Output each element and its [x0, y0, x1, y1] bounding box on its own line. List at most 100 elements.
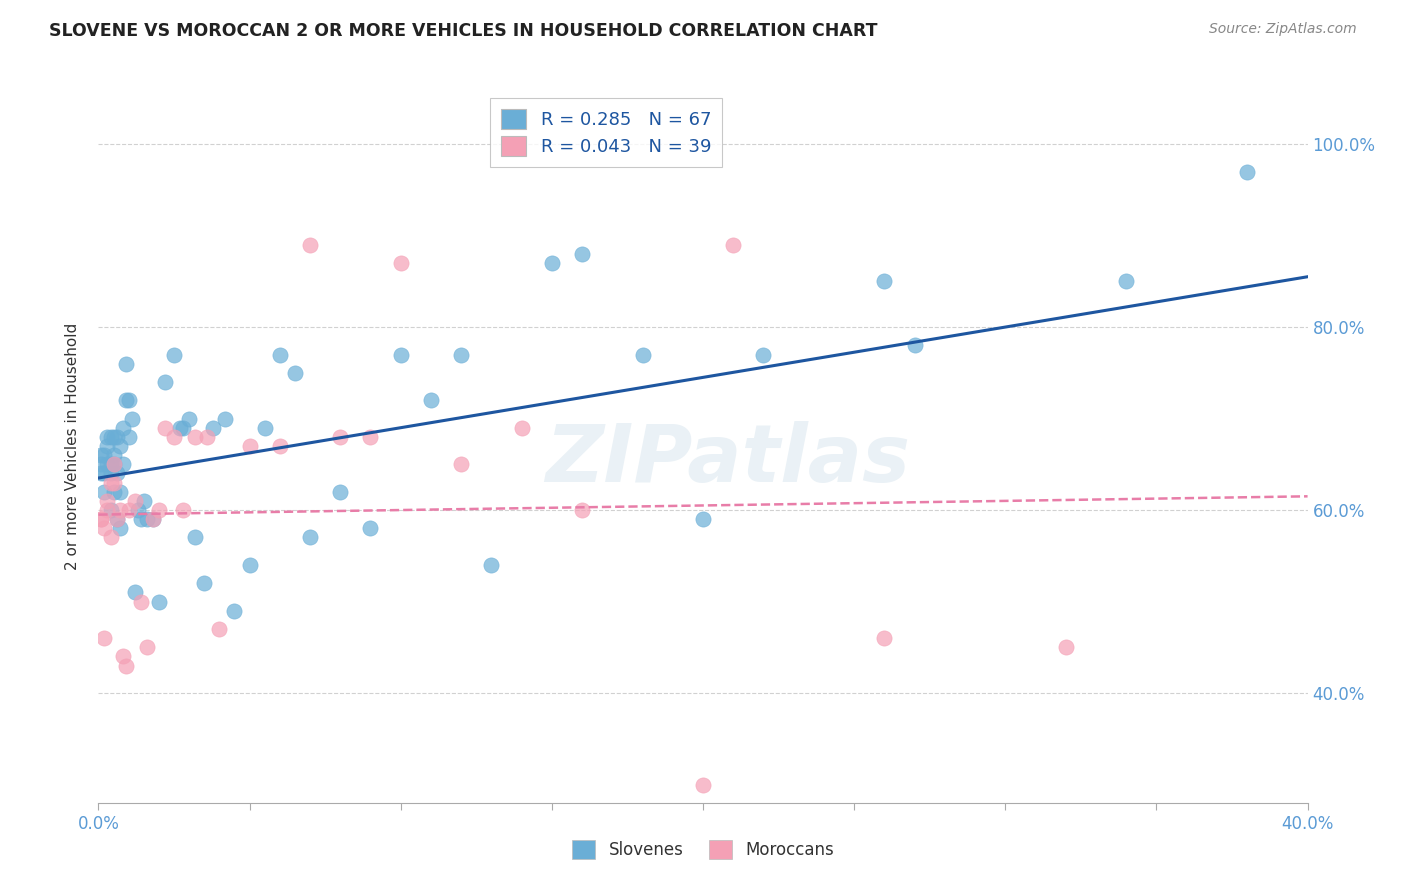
Point	[96, 430, 118, 444]
Point	[142, 512, 165, 526]
Y-axis label: 2 or more Vehicles in Household: 2 or more Vehicles in Household	[65, 322, 80, 570]
Point	[93, 521, 115, 535]
Point	[360, 521, 382, 535]
Point	[389, 347, 412, 361]
Point	[148, 503, 170, 517]
Point	[111, 458, 134, 472]
Point	[93, 467, 115, 481]
Point	[103, 448, 125, 462]
Point	[127, 503, 149, 517]
Point	[193, 576, 215, 591]
Point	[172, 503, 194, 517]
Point	[631, 347, 654, 361]
Point	[389, 256, 412, 270]
Point	[96, 494, 118, 508]
Point	[450, 458, 472, 472]
Text: Source: ZipAtlas.com: Source: ZipAtlas.com	[1209, 22, 1357, 37]
Point	[105, 512, 128, 526]
Point	[269, 439, 291, 453]
Point	[723, 237, 745, 252]
Point	[329, 484, 352, 499]
Point	[329, 430, 352, 444]
Point	[184, 430, 207, 444]
Point	[1054, 640, 1077, 655]
Point	[103, 484, 125, 499]
Text: SLOVENE VS MOROCCAN 2 OR MORE VEHICLES IN HOUSEHOLD CORRELATION CHART: SLOVENE VS MOROCCAN 2 OR MORE VEHICLES I…	[49, 22, 877, 40]
Point	[163, 347, 186, 361]
Point	[360, 430, 382, 444]
Point	[239, 558, 262, 572]
Point	[153, 375, 176, 389]
Point	[114, 357, 136, 371]
Point	[135, 640, 157, 655]
Point	[100, 531, 122, 545]
Point	[269, 347, 291, 361]
Point	[253, 420, 276, 434]
Point	[179, 411, 201, 425]
Point	[108, 439, 131, 453]
Point	[93, 631, 115, 645]
Point	[129, 512, 152, 526]
Point	[121, 411, 143, 425]
Point	[163, 430, 186, 444]
Point	[284, 366, 307, 380]
Point	[214, 411, 236, 425]
Point	[481, 558, 503, 572]
Point	[1236, 164, 1258, 178]
Point	[202, 420, 225, 434]
Point	[96, 503, 118, 517]
Point	[692, 512, 714, 526]
Point	[103, 458, 125, 472]
Point	[571, 247, 593, 261]
Point	[153, 420, 176, 434]
Point	[169, 420, 191, 434]
Point	[752, 347, 775, 361]
Point	[239, 439, 262, 453]
Point	[111, 649, 134, 664]
Point	[111, 420, 134, 434]
Point	[571, 503, 593, 517]
Point	[93, 448, 115, 462]
Point	[105, 430, 128, 444]
Point	[96, 439, 118, 453]
Point	[450, 347, 472, 361]
Point	[90, 448, 112, 462]
Point	[100, 467, 122, 481]
Point	[873, 274, 896, 288]
Point	[100, 475, 122, 490]
Point	[90, 467, 112, 481]
Point	[142, 512, 165, 526]
Text: ZIPatlas: ZIPatlas	[544, 421, 910, 500]
Point	[540, 256, 562, 270]
Point	[100, 430, 122, 444]
Point	[299, 531, 322, 545]
Point	[108, 503, 131, 517]
Point	[510, 420, 533, 434]
Point	[135, 512, 157, 526]
Legend: Slovenes, Moroccans: Slovenes, Moroccans	[565, 834, 841, 866]
Point	[208, 622, 231, 636]
Point	[108, 521, 131, 535]
Point	[129, 594, 152, 608]
Point	[1115, 274, 1137, 288]
Point	[692, 777, 714, 791]
Point	[195, 430, 218, 444]
Point	[114, 658, 136, 673]
Point	[118, 430, 141, 444]
Point	[90, 458, 112, 472]
Point	[172, 420, 194, 434]
Point	[420, 393, 443, 408]
Point	[103, 430, 125, 444]
Point	[132, 494, 155, 508]
Point	[108, 484, 131, 499]
Point	[904, 338, 927, 352]
Point	[103, 458, 125, 472]
Point	[124, 585, 146, 599]
Point	[103, 475, 125, 490]
Point	[184, 531, 207, 545]
Point	[224, 604, 246, 618]
Point	[299, 237, 322, 252]
Point	[90, 512, 112, 526]
Point	[118, 503, 141, 517]
Point	[105, 512, 128, 526]
